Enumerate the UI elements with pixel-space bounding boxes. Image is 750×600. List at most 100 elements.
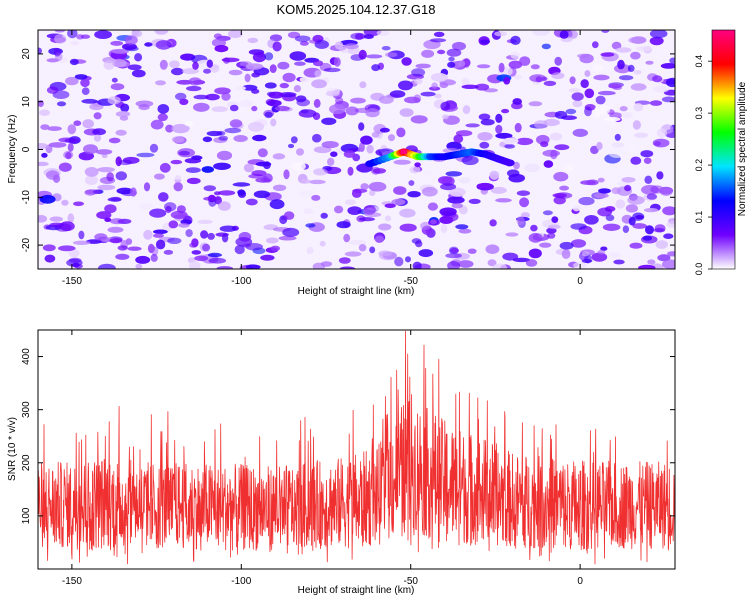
heatmap-cell [164, 202, 177, 212]
heatmap-cell [408, 180, 415, 186]
heatmap-cell [219, 225, 237, 232]
heatmap-cell [657, 254, 671, 262]
heatmap-cell [551, 72, 565, 80]
heatmap-cell [458, 205, 468, 215]
heatmap-cell [584, 88, 595, 99]
heatmap-cell [449, 247, 459, 254]
heatmap-cell [627, 64, 635, 72]
heatmap-cell [369, 190, 376, 196]
heatmap-cell [177, 148, 196, 158]
snr-frame [37, 329, 676, 570]
heatmap-cell [269, 64, 277, 73]
heatmap-cell [229, 119, 243, 128]
heatmap-cell [122, 43, 137, 51]
heatmap-cell [313, 168, 328, 176]
heatmap-y-tick-label: 20 [21, 48, 32, 60]
heatmap-cell [93, 112, 102, 120]
heatmap-cell [175, 92, 187, 101]
heatmap-cell [393, 159, 411, 165]
heatmap-cell [269, 199, 285, 210]
heatmap-cell [143, 182, 151, 192]
heatmap-cell [578, 196, 595, 206]
heatmap-cell [314, 40, 329, 49]
heatmap-cell [480, 39, 490, 45]
snr-y-tick-label: 100 [21, 507, 32, 524]
heatmap-cell [404, 96, 421, 104]
heatmap-cell [508, 173, 525, 183]
heatmap-cell [667, 251, 675, 257]
heatmap-cell [570, 239, 587, 248]
heatmap-cell [283, 169, 290, 180]
heatmap-cell [608, 252, 621, 258]
heatmap-cell [104, 217, 112, 222]
heatmap-cell [572, 204, 581, 212]
heatmap-cell [64, 138, 80, 144]
heatmap-cell [653, 85, 670, 93]
heatmap-cell [505, 232, 519, 237]
heatmap-cell [115, 253, 130, 260]
heatmap-cell [655, 240, 668, 249]
heatmap-cell [458, 60, 466, 67]
heatmap-cell [612, 85, 622, 90]
heatmap-cell [665, 77, 675, 88]
heatmap-cell [335, 97, 344, 105]
heatmap-cell [110, 218, 125, 225]
heatmap-cell [595, 95, 606, 105]
heatmap-cell [233, 135, 248, 142]
heatmap-cell [369, 246, 376, 254]
heatmap-cell [234, 86, 246, 91]
colorbar-tick-label: 0.4 [694, 55, 704, 68]
heatmap-cell [363, 34, 374, 39]
colorbar: 0.0 0.1 0.2 0.3 0.4 Normalized spectral ampl… [694, 29, 748, 275]
snr-y-axis-label: SNR (10 * v/v) [7, 417, 18, 481]
heatmap-cell [649, 36, 664, 46]
heatmap-cell [447, 261, 461, 269]
heatmap-cell [67, 213, 75, 224]
heatmap-cell [345, 106, 359, 116]
heatmap-cell [98, 263, 116, 269]
heatmap-cell [293, 85, 301, 93]
heatmap-cell [311, 79, 327, 89]
heatmap-cell [118, 159, 133, 166]
heatmap-cell [266, 237, 279, 244]
heatmap-cell [645, 60, 654, 65]
heatmap-cell [520, 212, 530, 219]
heatmap-cell [110, 40, 124, 46]
heatmap-cell [188, 77, 202, 86]
heatmap-cell [611, 187, 621, 195]
heatmap-cell [203, 68, 212, 74]
heatmap-cell [593, 109, 601, 119]
heatmap-cell [311, 194, 321, 201]
heatmap-cell [421, 49, 435, 58]
heatmap-cell [266, 99, 282, 107]
heatmap-cell [381, 46, 391, 51]
heatmap-cell [514, 74, 522, 80]
heatmap-cell [53, 47, 62, 57]
heatmap-cell [359, 81, 367, 89]
heatmap-cell [495, 124, 503, 134]
heatmap-cell [143, 229, 153, 240]
heatmap-cell [630, 83, 647, 91]
heatmap-cell [313, 60, 324, 67]
heatmap-cell [388, 134, 395, 142]
heatmap-cell [111, 48, 129, 54]
heatmap-cell [48, 142, 67, 148]
heatmap-cell [202, 243, 211, 252]
heatmap-y-tick-label: 0 [21, 146, 32, 152]
heatmap-cell [543, 160, 554, 168]
heatmap-cell [251, 72, 261, 78]
heatmap-cell [617, 59, 625, 70]
heatmap-cell [646, 193, 658, 200]
heatmap-cell [418, 249, 434, 258]
heatmap-cell [299, 41, 309, 46]
heatmap-cell [492, 263, 507, 269]
heatmap-cell [41, 152, 48, 158]
heatmap-cell [157, 104, 170, 114]
heatmap-cell [109, 238, 123, 244]
heatmap-cell [253, 190, 271, 199]
heatmap-cell [247, 37, 259, 44]
heatmap-cell [378, 95, 394, 105]
heatmap-cell [268, 91, 284, 99]
heatmap-cell [76, 34, 84, 40]
heatmap-cell [106, 172, 114, 182]
